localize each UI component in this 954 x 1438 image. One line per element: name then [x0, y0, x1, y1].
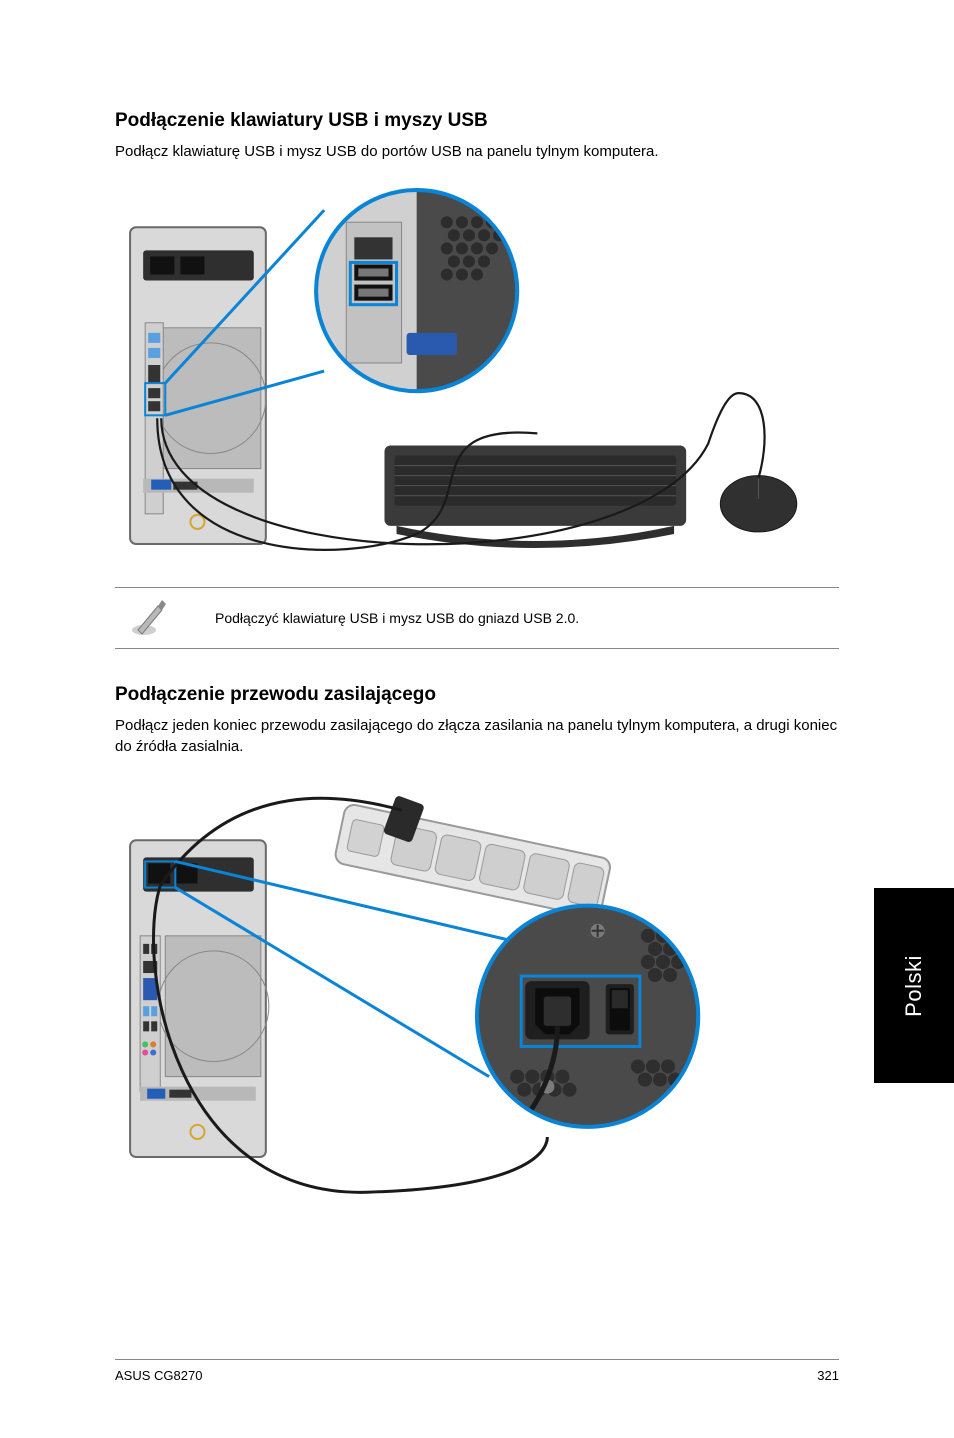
body-usb: Podłącz klawiaturę USB i mysz USB do por… — [115, 142, 839, 162]
figure-usb-connection — [115, 182, 839, 564]
language-tab-label: Polski — [901, 955, 927, 1017]
language-tab: Polski — [874, 888, 954, 1083]
footer-page-number: 321 — [817, 1368, 839, 1383]
heading-usb: Podłączenie klawiatury USB i myszy USB — [115, 110, 839, 132]
footer-product: ASUS CG8270 — [115, 1368, 202, 1383]
heading-power: Podłączenie przewodu zasilającego — [115, 684, 839, 706]
note-usb: Podłączyć klawiaturę USB i mysz USB do g… — [115, 587, 839, 649]
page-footer: ASUS CG8270 321 — [115, 1359, 839, 1383]
note-usb-text: Podłączyć klawiaturę USB i mysz USB do g… — [185, 610, 579, 626]
figure-power-connection — [115, 785, 839, 1207]
pen-icon — [115, 596, 185, 640]
body-power: Podłącz jeden koniec przewodu zasilające… — [115, 716, 839, 757]
